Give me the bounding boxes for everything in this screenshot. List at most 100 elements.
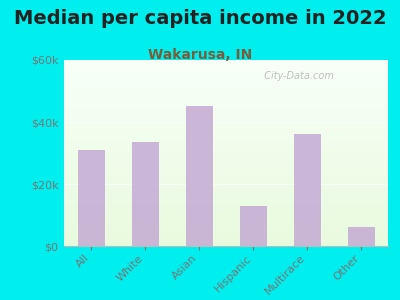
Bar xyxy=(64,224,388,226)
Bar xyxy=(64,114,388,116)
Bar xyxy=(64,82,388,84)
Bar xyxy=(64,131,388,133)
Bar xyxy=(64,157,388,159)
Bar xyxy=(64,118,388,119)
Bar xyxy=(64,151,388,153)
Bar xyxy=(64,160,388,162)
Bar xyxy=(64,211,388,212)
Bar xyxy=(64,181,388,183)
Bar xyxy=(64,198,388,200)
Bar xyxy=(64,77,388,79)
Bar xyxy=(64,99,388,101)
Bar xyxy=(64,97,388,99)
Bar xyxy=(64,209,388,211)
Bar xyxy=(64,66,388,68)
Bar xyxy=(64,183,388,184)
Bar xyxy=(64,88,388,90)
Bar xyxy=(64,127,388,129)
Bar xyxy=(64,80,388,82)
Bar xyxy=(64,125,388,127)
Bar xyxy=(64,105,388,106)
Bar xyxy=(64,62,388,64)
Bar xyxy=(64,238,388,240)
Bar xyxy=(64,140,388,142)
Bar xyxy=(64,242,388,244)
Bar xyxy=(64,190,388,192)
Bar xyxy=(64,149,388,151)
Bar xyxy=(64,237,388,239)
Bar xyxy=(64,119,388,122)
Bar xyxy=(64,203,388,205)
Text: Wakarusa, IN: Wakarusa, IN xyxy=(148,48,252,62)
Bar xyxy=(64,84,388,86)
Bar xyxy=(64,129,388,131)
Bar xyxy=(64,90,388,92)
Bar xyxy=(64,244,388,246)
Bar xyxy=(64,106,388,108)
Bar xyxy=(64,155,388,157)
Bar xyxy=(78,150,104,246)
Bar xyxy=(64,162,388,164)
Bar xyxy=(64,60,388,62)
Bar xyxy=(64,110,388,112)
Bar xyxy=(64,86,388,88)
Bar xyxy=(64,172,388,173)
Bar xyxy=(64,233,388,235)
Bar xyxy=(64,71,388,73)
Bar xyxy=(64,184,388,187)
Text: Median per capita income in 2022: Median per capita income in 2022 xyxy=(14,9,386,28)
Bar xyxy=(64,214,388,216)
Text: City-Data.com: City-Data.com xyxy=(258,71,334,81)
Bar xyxy=(64,108,388,110)
Bar xyxy=(64,92,388,94)
Bar xyxy=(132,142,158,246)
Bar xyxy=(64,138,388,140)
Bar xyxy=(64,205,388,207)
Bar xyxy=(64,226,388,227)
Bar xyxy=(64,101,388,103)
Bar xyxy=(64,201,388,203)
Bar xyxy=(64,175,388,177)
Bar xyxy=(64,164,388,166)
Bar xyxy=(64,79,388,80)
Bar xyxy=(64,170,388,172)
Bar xyxy=(64,94,388,95)
Bar xyxy=(64,177,388,179)
Bar xyxy=(64,207,388,209)
Bar xyxy=(64,192,388,194)
Bar xyxy=(64,240,388,242)
Bar xyxy=(64,136,388,138)
Bar xyxy=(64,168,388,170)
Bar xyxy=(64,212,388,214)
Bar xyxy=(348,227,374,246)
Bar xyxy=(64,73,388,75)
Bar xyxy=(64,68,388,69)
Bar xyxy=(64,188,388,190)
Bar xyxy=(64,159,388,161)
Bar xyxy=(64,75,388,77)
Bar xyxy=(64,123,388,125)
Bar xyxy=(64,103,388,105)
Bar xyxy=(64,196,388,198)
Bar xyxy=(64,216,388,218)
Bar xyxy=(64,173,388,175)
Bar xyxy=(64,134,388,136)
Bar xyxy=(64,194,388,196)
Bar xyxy=(64,122,388,123)
Bar xyxy=(64,187,388,188)
Bar xyxy=(294,134,320,246)
Bar xyxy=(186,106,212,246)
Bar xyxy=(64,95,388,97)
Bar xyxy=(64,220,388,222)
Bar xyxy=(64,64,388,66)
Bar xyxy=(64,222,388,224)
Bar xyxy=(64,112,388,114)
Bar xyxy=(64,153,388,155)
Bar xyxy=(64,235,388,237)
Bar xyxy=(64,133,388,134)
Bar xyxy=(64,229,388,231)
Bar xyxy=(64,227,388,229)
Bar xyxy=(64,142,388,144)
Bar xyxy=(64,69,388,71)
Bar xyxy=(64,116,388,118)
